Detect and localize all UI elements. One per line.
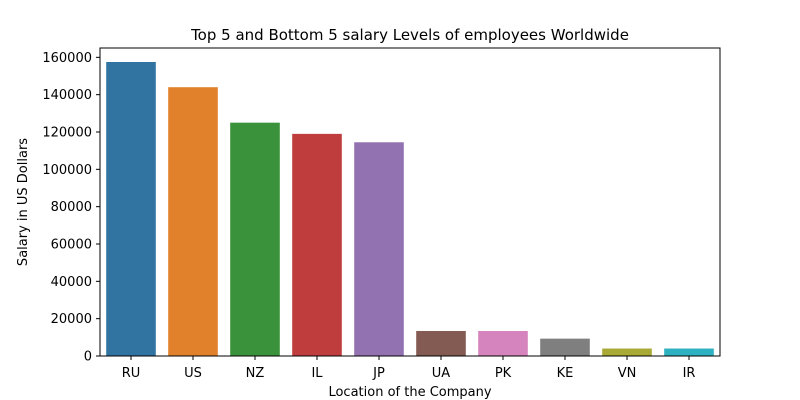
y-tick-label: 60000 [51, 238, 92, 253]
x-tick-label: VN [618, 366, 637, 381]
y-tick-label: 140000 [42, 88, 92, 103]
bar-ir [664, 348, 714, 356]
x-tick-label: IL [311, 366, 323, 381]
x-tick-label: PK [495, 366, 512, 381]
x-tick-label: NZ [246, 366, 265, 381]
y-tick-label: 160000 [42, 51, 92, 66]
bar-us [168, 87, 218, 356]
bar-vn [602, 348, 652, 356]
x-tick-label: UA [432, 366, 451, 381]
bars-group [106, 62, 714, 357]
bar-ke [540, 338, 590, 356]
bar-nz [230, 122, 280, 357]
bar-pk [478, 330, 528, 356]
chart-title: Top 5 and Bottom 5 salary Levels of empl… [190, 26, 629, 44]
y-axis-label: Salary in US Dollars [16, 138, 31, 266]
x-tick-label: KE [557, 366, 574, 381]
bar-ua [416, 330, 466, 356]
x-tick-label: IR [683, 366, 696, 381]
x-tick-label: RU [122, 366, 141, 381]
bar-jp [354, 142, 404, 356]
y-tick-label: 120000 [42, 126, 92, 141]
bar-il [292, 133, 342, 356]
x-tick-label: JP [372, 366, 385, 381]
y-tick-label: 20000 [51, 312, 92, 327]
y-tick-label: 0 [84, 350, 92, 365]
x-tick-label: US [184, 366, 202, 381]
y-tick-label: 80000 [51, 200, 92, 215]
x-axis-ticks: RU US NZ IL JP UA PK KE VN IR [122, 356, 696, 381]
y-tick-label: 40000 [51, 275, 92, 290]
y-tick-label: 100000 [42, 163, 92, 178]
plot-frame [99, 47, 721, 357]
y-axis-ticks: 0 20000 40000 60000 80000 100000 120000 140000 1… [42, 51, 100, 365]
x-axis-label: Location of the Company [328, 385, 491, 400]
bar-ru [106, 62, 156, 356]
